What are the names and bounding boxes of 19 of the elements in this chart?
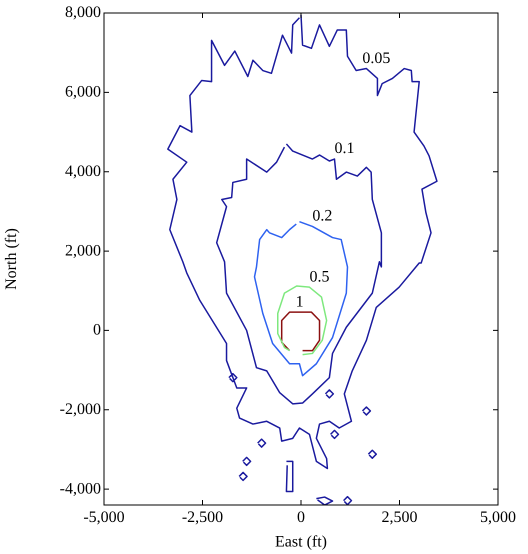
annotation: 0.05 <box>362 50 390 67</box>
annotation: 0.5 <box>309 268 330 286</box>
x-tick-label: 2,500 <box>382 508 418 526</box>
y-tick-label: 2,000 <box>65 242 101 260</box>
y-tick-label: -2,000 <box>60 400 101 418</box>
x-tick-label: -5,000 <box>83 508 125 526</box>
y-tick-label: 0 <box>93 322 101 339</box>
x-tick-label: 0 <box>297 508 305 526</box>
y-tick-label: -4,000 <box>60 480 101 498</box>
annotation: 0.1 <box>334 140 354 158</box>
annotation: 0.2 <box>312 208 332 225</box>
y-axis-title: North (ft) <box>2 228 20 290</box>
annotation: 1 <box>296 293 304 310</box>
y-tick-label: 6,000 <box>65 84 101 101</box>
y-tick-label: 4,000 <box>65 162 101 180</box>
x-axis-title: East (ft) <box>275 534 327 551</box>
x-tick-label: 5,000 <box>480 508 516 526</box>
x-tick-label: -2,500 <box>182 508 224 526</box>
y-tick-label: 8,000 <box>65 4 101 22</box>
